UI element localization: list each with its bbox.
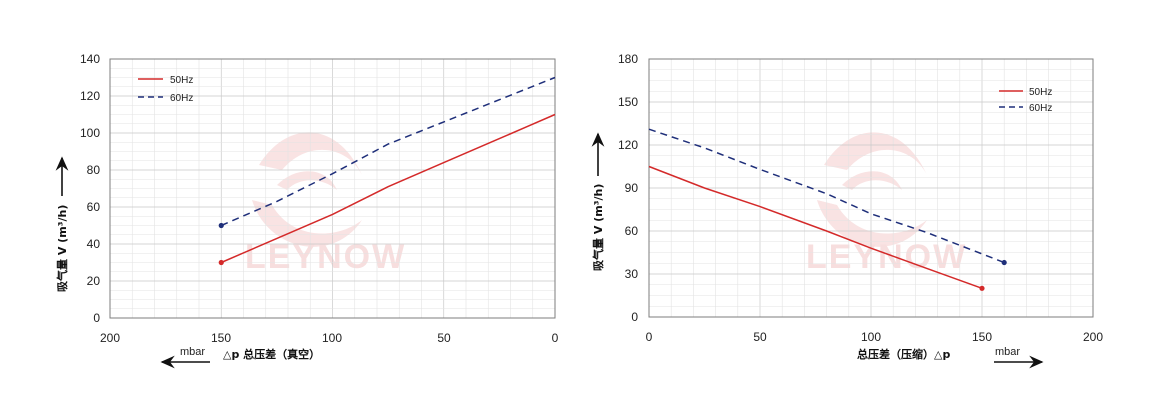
pressure-y-tick: 90 <box>625 181 639 195</box>
pressure-y-tick: 150 <box>618 95 638 109</box>
vacuum-endpoint-60hz <box>218 222 224 229</box>
pressure-series <box>648 128 1007 291</box>
legend-label-50hz: 50Hz <box>170 75 193 86</box>
vacuum-unit-label: mbar <box>180 346 205 358</box>
pressure-y-tick: 180 <box>618 52 638 66</box>
vacuum-series <box>218 76 556 266</box>
vacuum-x-axis-label: mbar △p 总压差（真空） <box>160 346 320 369</box>
vacuum-y-axis-title: 吸气量 V (m³/h) <box>55 205 69 292</box>
pressure-unit-label: mbar <box>995 346 1020 358</box>
vacuum-y-tick: 20 <box>87 274 101 288</box>
vacuum-y-tick: 120 <box>80 89 100 103</box>
vacuum-watermark-logo <box>252 132 362 247</box>
vacuum-x-tick: 100 <box>322 331 342 345</box>
pressure-watermark: LEYNOW <box>806 132 967 276</box>
pressure-x-ticks: 0 50 100 150 200 <box>646 330 1104 344</box>
vacuum-y-tick: 80 <box>87 163 101 177</box>
legend-label-50hz: 50Hz <box>1029 87 1052 98</box>
vacuum-series-line-50hz <box>221 113 556 264</box>
vacuum-plot-frame <box>109 58 556 319</box>
pressure-y-axis-title: 吸气量 V (m³/h) <box>591 184 605 271</box>
vacuum-legend: 50Hz 60Hz <box>138 75 193 104</box>
pressure-endpoint-60hz <box>1001 259 1007 266</box>
vacuum-y-axis-label: 吸气量 V (m³/h) <box>55 156 69 292</box>
legend-label-60hz: 60Hz <box>170 93 193 104</box>
pressure-plot-frame <box>648 58 1094 318</box>
pressure-y-tick: 120 <box>618 138 638 152</box>
pressure-y-tick: 60 <box>625 224 639 238</box>
pressure-watermark-logo <box>817 132 927 247</box>
vacuum-x-tick: 200 <box>100 331 120 345</box>
vacuum-y-tick: 140 <box>80 52 100 66</box>
vacuum-x-axis-title: △p 总压差（真空） <box>223 347 320 361</box>
vacuum-y-tick: 60 <box>87 200 101 214</box>
pressure-x-tick: 200 <box>1083 330 1103 344</box>
pressure-y-tick: 30 <box>625 267 639 281</box>
vacuum-x-tick: 150 <box>211 331 231 345</box>
pressure-x-tick: 150 <box>972 330 992 344</box>
vacuum-chart: LEYNOW 0 20 40 60 80 100 120 140 200 150… <box>55 52 559 369</box>
vacuum-x-tick: 50 <box>437 331 451 345</box>
pressure-x-tick: 0 <box>646 330 653 344</box>
legend-label-60hz: 60Hz <box>1029 103 1052 114</box>
pressure-y-ticks: 0 30 60 90 120 150 180 <box>618 52 638 324</box>
pressure-grid <box>649 59 1093 317</box>
pressure-legend: 50Hz 60Hz <box>999 87 1052 114</box>
vacuum-endpoint-50hz <box>218 259 224 266</box>
vacuum-y-tick: 40 <box>87 237 101 251</box>
vacuum-y-tick: 100 <box>80 126 100 140</box>
pressure-x-tick: 100 <box>861 330 881 344</box>
vacuum-x-tick: 0 <box>552 331 559 345</box>
pressure-series-line-50hz <box>648 165 983 290</box>
pressure-y-axis-label: 吸气量 V (m³/h) <box>591 132 605 271</box>
vacuum-x-ticks: 200 150 100 50 0 <box>100 331 559 345</box>
vacuum-series-line-60hz <box>221 76 556 227</box>
vacuum-grid <box>110 59 555 318</box>
pressure-endpoint-50hz <box>979 285 985 291</box>
pressure-x-axis-label: 总压差（压缩）△p mbar <box>857 346 1044 369</box>
pressure-y-tick: 0 <box>631 310 638 324</box>
vacuum-y-tick: 0 <box>93 311 100 325</box>
pressure-x-tick: 50 <box>753 330 767 344</box>
vacuum-watermark: LEYNOW <box>245 132 404 276</box>
pressure-chart: LEYNOW 0 30 60 90 120 150 180 0 50 100 1… <box>591 52 1104 369</box>
pressure-x-axis-title: 总压差（压缩）△p <box>857 347 950 361</box>
vacuum-y-ticks: 0 20 40 60 80 100 120 140 <box>80 52 100 325</box>
pressure-watermark-text: LEYNOW <box>806 238 967 276</box>
